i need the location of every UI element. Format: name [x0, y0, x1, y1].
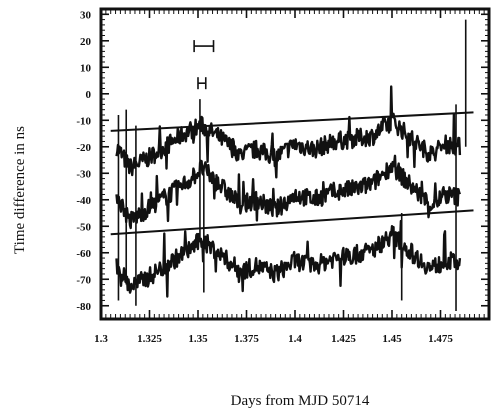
y-tick-label: 30 [80, 9, 92, 21]
series-line-3 [115, 219, 462, 298]
x-tick-label: 1.45 [382, 333, 402, 345]
y-tick-label: -40 [76, 195, 91, 207]
x-tick-label: 1.35 [188, 333, 208, 345]
errbar-layer [193, 40, 215, 90]
x-tick-label: 1.375 [234, 333, 259, 345]
x-axis-label: Days from MJD 50714 [231, 393, 370, 409]
error-bar-1 [193, 40, 215, 53]
y-tick-label: -80 [76, 301, 91, 313]
x-tick-label: 1.325 [137, 333, 162, 345]
y-tick-label: 20 [80, 36, 92, 48]
trend-line-1 [110, 111, 474, 132]
x-tick-label: 1.3 [94, 333, 108, 345]
y-tick-label: -10 [76, 115, 91, 127]
x-tick-label: 1.4 [288, 333, 302, 345]
y-tick-label: 0 [86, 89, 92, 101]
y-tick-label: -20 [76, 142, 91, 154]
trend-line-2 [110, 209, 474, 236]
y-axis-label: Time difference in ns [12, 126, 28, 254]
error-bar-2 [197, 77, 207, 90]
y-tick-label: -70 [76, 274, 91, 286]
y-tick-label: -50 [76, 221, 91, 233]
y-tick-label: 10 [80, 62, 92, 74]
trend-layer [110, 111, 474, 236]
x-tick-label: 1.425 [331, 333, 356, 345]
series-layer [115, 19, 467, 312]
y-tick-label: -30 [76, 168, 91, 180]
axis-layer [99, 7, 491, 321]
x-tick-label: 1.475 [428, 333, 453, 345]
series-line-2 [115, 154, 462, 230]
y-tick-label: -60 [76, 248, 91, 260]
series-line-1 [115, 85, 462, 179]
label-layer: 30 20 10 0 -10 -20 -30 -40 -50 -60 -70 -80 1.3 1.325 1… [76, 9, 453, 345]
